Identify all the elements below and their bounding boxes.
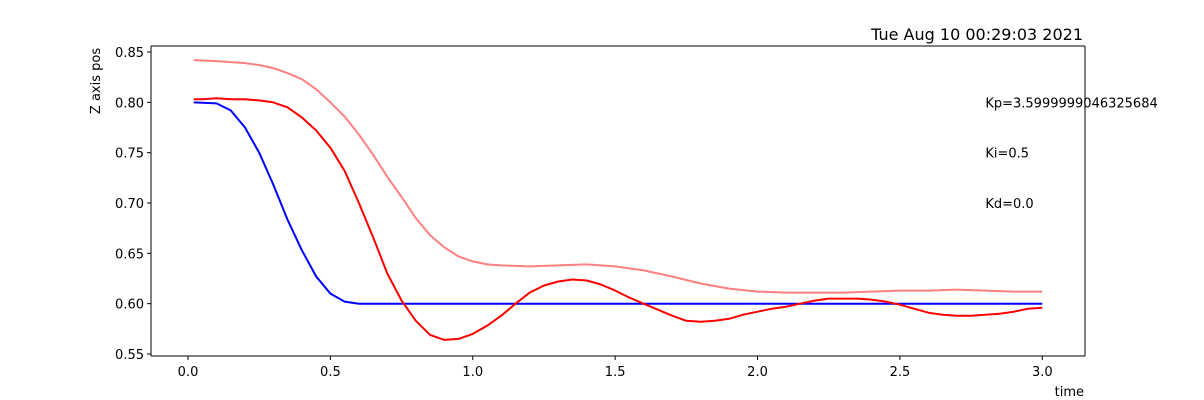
gain-annotation: Kd=0.0 [985,197,1033,212]
y-tick-label: 0.80 [115,96,144,111]
y-tick-label: 0.75 [115,147,144,162]
annotations: Kp=3.5999999046325684 Ki=0.5 Kd=0.0 [985,96,1157,212]
series-line-2 [193,97,1043,341]
y-tick-label: 0.55 [115,348,144,363]
x-tick-label: 0.5 [320,365,341,380]
series-line-3 [193,59,1043,294]
y-tick-label: 0.70 [115,197,144,212]
axes [150,45,1086,357]
series-line-1 [193,101,1043,305]
x-axis-label: time [1055,385,1084,400]
axis-ticks: 0.0 0.5 1.0 1.5 2.0 2.5 3.0 0.55 0.60 0.65 0.70 0.7… [115,46,1053,380]
x-tick-label: 1.0 [462,365,483,380]
y-tick-label: 0.60 [115,298,144,313]
x-tick-label: 2.0 [747,365,768,380]
x-tick-label: 2.5 [890,365,911,380]
x-tick-label: 3.0 [1032,365,1053,380]
y-axis-label: Z axis pos [89,48,104,114]
y-tick-label: 0.85 [115,46,144,61]
gain-annotation: Kp=3.5999999046325684 [985,96,1157,111]
gain-annotation: Ki=0.5 [985,147,1029,162]
y-tick-label: 0.65 [115,247,144,262]
x-tick-label: 1.5 [605,365,626,380]
x-tick-label: 0.0 [178,365,199,380]
plot-area [193,59,1043,341]
chart-title: Tue Aug 10 00:29:03 2021 [870,25,1083,44]
